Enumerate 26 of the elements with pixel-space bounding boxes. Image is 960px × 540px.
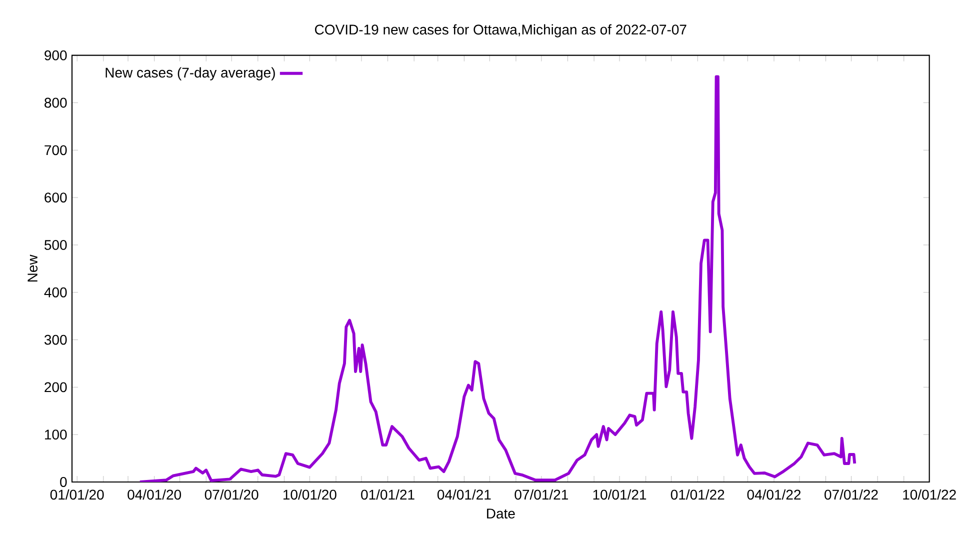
x-tick-label: 10/01/22 xyxy=(903,489,956,500)
x-tick-label: 07/01/22 xyxy=(824,489,878,500)
y-tick-label: 700 xyxy=(44,145,67,156)
x-tick-label: 01/01/22 xyxy=(670,489,724,500)
y-tick-label: 300 xyxy=(44,334,67,345)
x-tick-label: 07/01/21 xyxy=(514,489,568,500)
y-tick-label: 400 xyxy=(44,287,67,298)
x-tick-label: 01/01/21 xyxy=(361,489,414,500)
y-tick-label: 200 xyxy=(44,382,67,392)
x-tick-label: 04/01/21 xyxy=(437,489,491,500)
x-tick-label: 04/01/20 xyxy=(128,489,182,500)
chart-title: COVID-19 new cases for Ottawa,Michigan as of 2022-07-07 xyxy=(315,24,686,38)
x-axis-title: Date xyxy=(487,508,515,519)
x-tick-label: 10/01/21 xyxy=(593,489,646,500)
y-tick-label: 500 xyxy=(44,240,67,250)
legend-label: New cases (7-day average) xyxy=(106,67,275,80)
x-tick-label: 01/01/20 xyxy=(50,489,104,500)
x-tick-label: 10/01/20 xyxy=(283,489,336,500)
x-tick-label: 07/01/20 xyxy=(204,489,258,500)
y-tick-label: 800 xyxy=(44,98,67,108)
y-tick-label: 600 xyxy=(44,192,67,203)
y-tick-label: 0 xyxy=(60,477,67,487)
y-tick-label: 900 xyxy=(44,50,67,60)
y-tick-label: 100 xyxy=(45,430,67,440)
y-axis-title: New xyxy=(28,254,38,282)
x-tick-label: 04/01/22 xyxy=(747,489,801,500)
